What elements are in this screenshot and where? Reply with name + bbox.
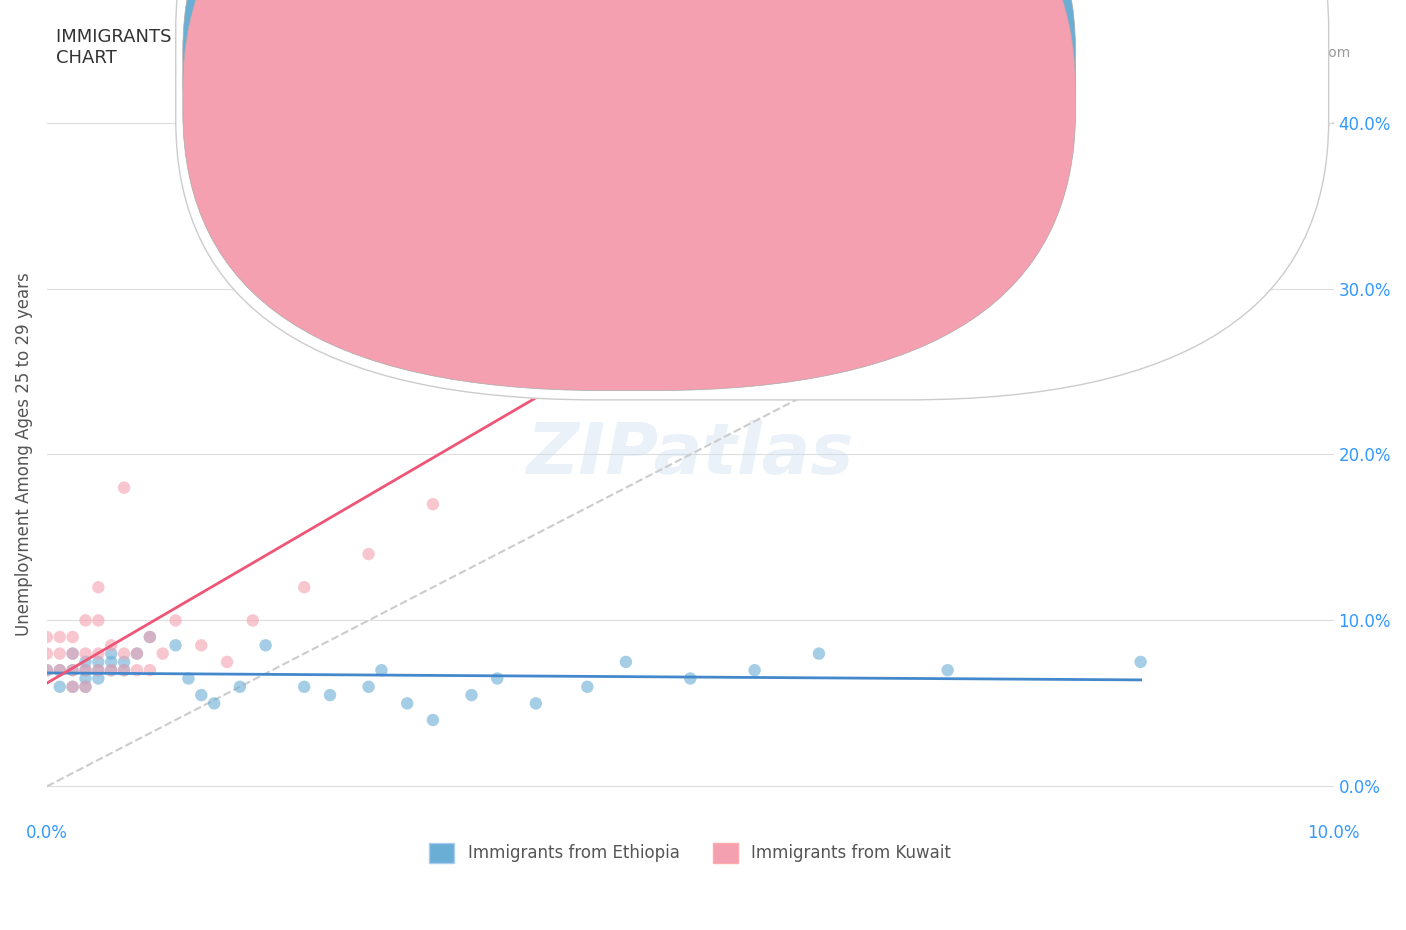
Point bbox=[165, 638, 187, 653]
Point bbox=[87, 663, 110, 678]
Point bbox=[524, 696, 547, 711]
Point bbox=[87, 655, 110, 670]
Point bbox=[87, 613, 110, 628]
Point bbox=[35, 663, 58, 678]
Point bbox=[202, 696, 225, 711]
Point bbox=[744, 663, 766, 678]
Point bbox=[35, 646, 58, 661]
Point bbox=[100, 663, 122, 678]
Point bbox=[460, 687, 482, 702]
Text: Source: ZipAtlas.com: Source: ZipAtlas.com bbox=[1202, 46, 1350, 60]
Point bbox=[75, 646, 97, 661]
Point bbox=[422, 497, 444, 512]
Point bbox=[112, 663, 135, 678]
Point bbox=[679, 671, 702, 686]
Point bbox=[319, 687, 342, 702]
Point bbox=[229, 679, 252, 694]
Point bbox=[49, 663, 72, 678]
Point bbox=[152, 646, 174, 661]
Point bbox=[35, 663, 58, 678]
Point bbox=[62, 646, 84, 661]
Point bbox=[49, 663, 72, 678]
Y-axis label: Unemployment Among Ages 25 to 29 years: Unemployment Among Ages 25 to 29 years bbox=[15, 272, 32, 636]
Point bbox=[62, 630, 84, 644]
Point bbox=[75, 663, 97, 678]
Point bbox=[242, 613, 264, 628]
Point bbox=[62, 646, 84, 661]
Text: ZIPatlas: ZIPatlas bbox=[527, 420, 853, 489]
Point bbox=[357, 547, 380, 562]
Point bbox=[112, 663, 135, 678]
Point bbox=[215, 655, 238, 670]
Point bbox=[486, 671, 509, 686]
Point bbox=[75, 679, 97, 694]
Point bbox=[139, 663, 162, 678]
Point bbox=[75, 663, 97, 678]
Point bbox=[35, 630, 58, 644]
Point bbox=[576, 679, 599, 694]
Point bbox=[936, 663, 959, 678]
Point bbox=[87, 579, 110, 594]
Point bbox=[190, 687, 212, 702]
Point bbox=[550, 198, 572, 213]
Point bbox=[62, 679, 84, 694]
Point bbox=[62, 663, 84, 678]
Legend: Immigrants from Ethiopia, Immigrants from Kuwait: Immigrants from Ethiopia, Immigrants fro… bbox=[423, 836, 957, 870]
Point bbox=[75, 613, 97, 628]
Point bbox=[49, 679, 72, 694]
Point bbox=[807, 646, 830, 661]
Point bbox=[62, 679, 84, 694]
Point bbox=[190, 638, 212, 653]
Point bbox=[614, 655, 637, 670]
Text: IMMIGRANTS FROM ETHIOPIA VS IMMIGRANTS FROM KUWAIT UNEMPLOYMENT AMONG AGES 25 TO: IMMIGRANTS FROM ETHIOPIA VS IMMIGRANTS F… bbox=[56, 28, 1175, 67]
Point bbox=[125, 663, 148, 678]
Point bbox=[422, 712, 444, 727]
Text: R =  0.314   N = 36: R = 0.314 N = 36 bbox=[668, 88, 875, 107]
Point bbox=[112, 480, 135, 495]
Point bbox=[254, 638, 277, 653]
Point bbox=[100, 646, 122, 661]
Point bbox=[292, 679, 315, 694]
Point bbox=[125, 646, 148, 661]
Point bbox=[49, 630, 72, 644]
Point bbox=[75, 671, 97, 686]
Point bbox=[112, 646, 135, 661]
Point bbox=[62, 663, 84, 678]
Point bbox=[139, 630, 162, 644]
Point bbox=[87, 663, 110, 678]
Point bbox=[100, 655, 122, 670]
Point bbox=[100, 663, 122, 678]
Point bbox=[1129, 655, 1152, 670]
Point bbox=[177, 671, 200, 686]
Point bbox=[75, 679, 97, 694]
Point bbox=[165, 613, 187, 628]
Point bbox=[87, 646, 110, 661]
Point bbox=[112, 655, 135, 670]
Point bbox=[139, 630, 162, 644]
Point bbox=[125, 646, 148, 661]
Point bbox=[75, 655, 97, 670]
Point bbox=[396, 696, 419, 711]
Point bbox=[357, 679, 380, 694]
Point bbox=[292, 579, 315, 594]
Point bbox=[87, 671, 110, 686]
Point bbox=[100, 638, 122, 653]
Point bbox=[370, 663, 392, 678]
Text: R = -0.052   N = 42: R = -0.052 N = 42 bbox=[668, 51, 875, 70]
Point bbox=[49, 646, 72, 661]
